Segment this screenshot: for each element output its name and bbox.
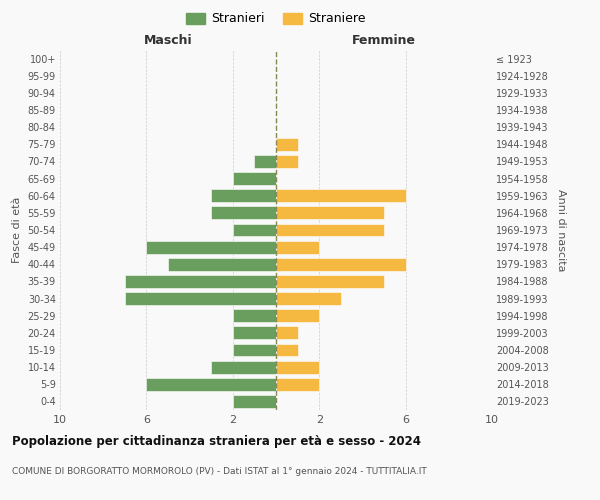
- Bar: [276, 292, 341, 305]
- Bar: [211, 360, 276, 374]
- Bar: [125, 292, 276, 305]
- Text: Popolazione per cittadinanza straniera per età e sesso - 2024: Popolazione per cittadinanza straniera p…: [12, 435, 421, 448]
- Bar: [233, 326, 276, 340]
- Bar: [276, 258, 406, 270]
- Bar: [146, 378, 276, 390]
- Bar: [276, 240, 319, 254]
- Bar: [276, 275, 384, 288]
- Bar: [276, 310, 319, 322]
- Bar: [276, 378, 319, 390]
- Bar: [146, 240, 276, 254]
- Bar: [254, 155, 276, 168]
- Y-axis label: Anni di nascita: Anni di nascita: [556, 188, 566, 271]
- Bar: [233, 395, 276, 408]
- Bar: [168, 258, 276, 270]
- Bar: [276, 138, 298, 150]
- Y-axis label: Fasce di età: Fasce di età: [12, 197, 22, 263]
- Bar: [276, 360, 319, 374]
- Bar: [233, 172, 276, 185]
- Bar: [211, 190, 276, 202]
- Bar: [276, 190, 406, 202]
- Text: Maschi: Maschi: [143, 34, 193, 46]
- Bar: [125, 275, 276, 288]
- Bar: [276, 326, 298, 340]
- Bar: [276, 155, 298, 168]
- Bar: [276, 206, 384, 220]
- Bar: [233, 310, 276, 322]
- Legend: Stranieri, Straniere: Stranieri, Straniere: [182, 8, 370, 29]
- Bar: [233, 224, 276, 236]
- Bar: [276, 224, 384, 236]
- Bar: [276, 344, 298, 356]
- Text: COMUNE DI BORGORATTO MORMOROLO (PV) - Dati ISTAT al 1° gennaio 2024 - TUTTITALIA: COMUNE DI BORGORATTO MORMOROLO (PV) - Da…: [12, 468, 427, 476]
- Bar: [211, 206, 276, 220]
- Bar: [233, 344, 276, 356]
- Text: Femmine: Femmine: [352, 34, 416, 46]
